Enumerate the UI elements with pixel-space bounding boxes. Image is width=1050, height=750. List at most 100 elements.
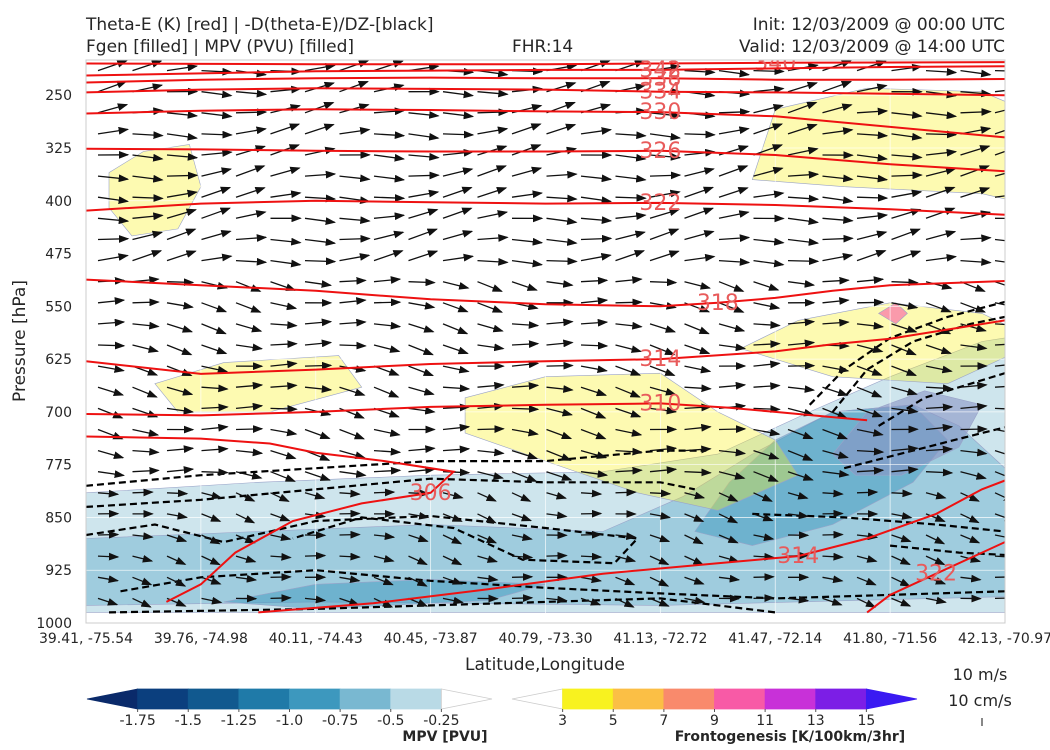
wind-vector-394 xyxy=(649,365,676,377)
wind-vector-232 xyxy=(649,228,680,241)
wind-vector-196 xyxy=(339,216,371,225)
wind-vector-65 xyxy=(477,108,509,117)
wind-vector-673 xyxy=(960,574,982,583)
fgen-colorbar-tick-3: 9 xyxy=(710,713,719,729)
wind-vector-159 xyxy=(925,167,957,177)
wind-vector-30 xyxy=(201,90,233,99)
wind-vector-211 xyxy=(856,212,889,220)
wind-vector-531 xyxy=(718,471,746,480)
wind-vector-358 xyxy=(339,341,367,350)
mpv-colorbar-label: MPV [PVU] xyxy=(402,729,487,745)
wind-vector-286 xyxy=(649,278,678,287)
wind-vector-605 xyxy=(477,534,498,544)
stability-contour-3 xyxy=(86,514,640,565)
wind-vector-328 xyxy=(235,323,263,333)
wind-vector-495 xyxy=(408,445,436,453)
wind-vector-246 xyxy=(201,253,233,262)
wind-vector-524 xyxy=(477,471,504,480)
wind-vector-429 xyxy=(925,384,954,393)
wind-vector-140 xyxy=(270,166,301,177)
wind-vector-528 xyxy=(615,466,643,475)
wind-vector-695 xyxy=(787,595,810,604)
wind-vector-395 xyxy=(684,365,712,374)
wind-vector-76 xyxy=(856,107,889,116)
theta-e-label-318-7: 318 xyxy=(697,291,739,316)
wind-vector-579 xyxy=(511,513,533,522)
wind-vector-142 xyxy=(339,174,371,183)
wind-vector-37 xyxy=(442,90,474,99)
init-time: Init: 12/03/2009 @ 00:00 UTC xyxy=(752,15,1005,35)
wind-vector-230 xyxy=(580,234,613,243)
wind-vector-698 xyxy=(891,597,912,607)
wind-vector-111 xyxy=(201,149,233,157)
wind-vector-153 xyxy=(718,165,749,177)
wind-vector-516 xyxy=(201,468,229,477)
wind-vector-454 xyxy=(856,407,883,418)
wind-vector-437 xyxy=(270,405,298,413)
wind-vector-175 xyxy=(546,194,578,203)
wind-vector-586 xyxy=(753,513,774,522)
wind-vector-174 xyxy=(511,190,543,199)
wind-vector-220 xyxy=(235,234,268,242)
wind-vector-120 xyxy=(511,144,542,156)
wind-vector-296 xyxy=(994,281,1005,286)
wind-vector-691 xyxy=(649,597,670,607)
mpv-colorbar-swatch-6 xyxy=(390,688,442,710)
wind-vector-253 xyxy=(442,253,474,262)
wind-vector-80 xyxy=(994,109,1005,114)
wind-vector-543 xyxy=(201,491,223,500)
wind-vector-235 xyxy=(753,237,785,246)
wind-vector-572 xyxy=(270,513,291,522)
wind-vector-346 xyxy=(856,321,885,330)
wind-vector-405 xyxy=(97,386,125,396)
wind-vector-255 xyxy=(511,259,543,268)
wind-vector-345 xyxy=(822,318,850,327)
wind-vector-100 xyxy=(753,123,784,135)
fgen-colorbar-tick-4: 11 xyxy=(756,713,774,729)
wind-vector-344 xyxy=(787,318,816,327)
wind-vector-93 xyxy=(511,123,542,135)
wind-vector-91 xyxy=(442,130,475,139)
wind-vector-611 xyxy=(684,534,704,545)
wind-vector-478 xyxy=(753,428,781,437)
wind-vector-643 xyxy=(856,555,878,563)
wind-vector-631 xyxy=(442,555,463,566)
wind-vector-578 xyxy=(477,513,497,524)
wind-vector-577 xyxy=(442,513,463,522)
wind-vector-316 xyxy=(753,302,781,311)
wind-vector-209 xyxy=(787,217,819,226)
wind-vector-143 xyxy=(373,174,406,183)
wind-vector-210 xyxy=(822,216,854,224)
y-tick-400: 400 xyxy=(45,194,72,210)
wind-vector-598 xyxy=(235,534,256,544)
wind-vector-399 xyxy=(822,365,850,374)
wind-vector-213 xyxy=(925,207,956,219)
wind-vector-127 xyxy=(753,144,784,156)
wind-vector-487 xyxy=(132,447,160,456)
wind-vector-460 xyxy=(132,428,160,437)
wind-vector-621 xyxy=(97,552,120,561)
wind-vector-662 xyxy=(580,575,602,584)
wind-vector-62 xyxy=(373,107,406,116)
wind-vector-377 xyxy=(994,343,1005,346)
mpv-colorbar-swatch-4 xyxy=(289,688,341,710)
wind-vector-489 xyxy=(201,445,229,454)
wind-vector-279 xyxy=(408,278,436,287)
forecast-hour: FHR:14 xyxy=(512,37,574,57)
wind-vector-226 xyxy=(442,230,474,241)
wind-vector-413 xyxy=(373,386,400,398)
theta-e-label-322-6: 322 xyxy=(639,191,681,216)
mpv-colorbar-tick-0: -1.75 xyxy=(120,713,156,729)
wind-vector-488 xyxy=(166,445,195,453)
wind-vector-241 xyxy=(960,234,992,243)
wind-vector-457 xyxy=(960,402,988,411)
stability-contour-9 xyxy=(843,426,1005,470)
wind-vector-417 xyxy=(511,382,540,390)
wind-vector-245 xyxy=(166,250,197,262)
wind-vector-387 xyxy=(408,365,435,377)
wind-vector-623 xyxy=(166,555,187,565)
x-tick-labels: 39.41, -75.54 39.76, -74.98 40.11, -74.43 4… xyxy=(39,631,1050,647)
wind-vector-355 xyxy=(235,343,263,352)
wind-vector-498 xyxy=(511,449,539,460)
wind-vector-467 xyxy=(373,428,401,437)
